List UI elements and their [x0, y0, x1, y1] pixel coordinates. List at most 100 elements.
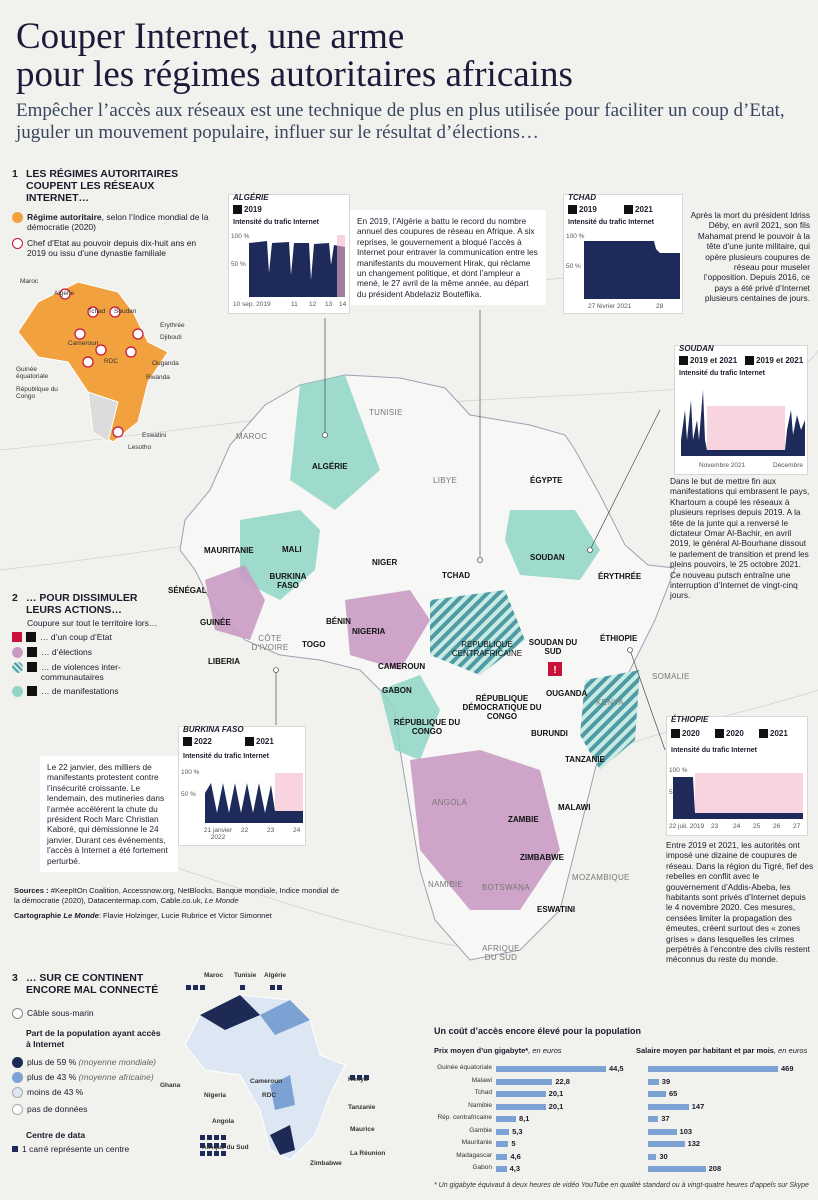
svg-text:!: !: [553, 665, 556, 676]
bar-gigabyte-value: 4,3: [509, 1164, 521, 1173]
access-label-algerie: Algérie: [264, 972, 287, 979]
bar-salary-value: 39: [661, 1076, 671, 1086]
sources: Sources : #KeepItOn Coalition, Accessnow…: [14, 886, 340, 921]
protest-icon: [245, 737, 254, 746]
bar-category-label: Guinée équatoriale: [437, 1064, 492, 1071]
chart-ethiopie: ÉTHIOPIE 2020 2020 2021 Intensité du tra…: [666, 715, 808, 836]
orange-dot-icon: [12, 212, 23, 223]
legend-coup: … d’un coup d’Etat: [12, 632, 112, 642]
label-tchad: TCHAD: [442, 571, 470, 580]
label-cote-divoire: CÔTE D’IVOIRE: [251, 634, 289, 652]
legend-regime: Régime autoritaire, selon l’Indice mondi…: [12, 212, 212, 232]
access-label-reunion: La Réunion: [350, 1150, 386, 1157]
label-rca: RÉPUBLIQUE CENTRAFRICAINE: [451, 640, 523, 658]
bar-monthly-salary: [648, 1103, 689, 1110]
violence-icon: [27, 662, 37, 672]
internet-access-map: [184, 985, 369, 1161]
protest-icon: [233, 205, 242, 214]
bar-category-label: Gambie: [469, 1126, 492, 1134]
bar-gigabyte-price: [496, 1091, 546, 1097]
bar-gigabyte-value: 44,5: [609, 1064, 624, 1073]
bar-category-label: Rép. centrafricaine: [437, 1114, 492, 1121]
bar-salary-value: 30: [659, 1151, 668, 1161]
dc-square-icon: [12, 1146, 18, 1152]
ballot-icon: [715, 729, 724, 738]
bar-salary-value: 103: [679, 1126, 693, 1136]
title-line-2: pour les régimes autoritaires africains: [16, 54, 573, 95]
access-label-angola: Angola: [212, 1118, 235, 1125]
protest-icon: [759, 729, 768, 738]
label-gabon: GABON: [382, 686, 412, 695]
label-somalie: SOMALIE: [652, 672, 690, 681]
minimap-label-lesotho: Lesotho: [128, 444, 152, 451]
minimap-label-maroc: Maroc: [20, 278, 39, 285]
label-nigeria: NIGERIA: [352, 627, 386, 636]
soudan-traffic-plot: [681, 390, 805, 456]
access-label-maurice: Maurice: [350, 1126, 375, 1133]
chart-soudan: SOUDAN 2019 et 2021 2019 et 2021 Intensi…: [674, 344, 808, 475]
minimap-label-cameroun: Cameroun: [68, 340, 99, 347]
minimap-label-ouganda: Ouganda: [152, 360, 179, 367]
label-maroc: MAROC: [236, 432, 268, 441]
coup-black-icon: [26, 632, 36, 642]
minimap-authoritarian: [17, 281, 169, 443]
label-tanzanie: TANZANIE: [565, 755, 605, 764]
minimap-label-eswatini: Eswatini: [142, 432, 167, 439]
section-2-heading: 2 … POUR DISSIMULER LEURS ACTIONS…: [12, 592, 138, 616]
label-burundi: BURUNDI: [531, 729, 568, 738]
level-dot-icon: [12, 1104, 23, 1115]
coup-icon: [568, 205, 577, 214]
protest-icon: [27, 686, 37, 696]
bar-gigabyte-value: 8,1: [519, 1114, 530, 1123]
label-senegal: SÉNÉGAL: [168, 586, 207, 595]
teal-dot-icon: [12, 686, 23, 697]
label-libye: LIBYE: [433, 476, 458, 485]
access-label-afrique-du-sud: Afrique du Sud: [202, 1144, 249, 1151]
bar-gigabyte-value: 22,8: [555, 1076, 570, 1086]
access-label-tanzanie: Tanzanie: [348, 1104, 376, 1111]
bar-category-label: Madagascar: [456, 1151, 492, 1159]
bar-gigabyte-value: 4,6: [510, 1151, 521, 1161]
africa-map: !: [0, 259, 818, 961]
label-soudan: SOUDAN: [530, 553, 565, 562]
bar-gigabyte-value: 5,3: [512, 1126, 523, 1136]
algerie-traffic-plot: [249, 235, 345, 297]
minimap-label-algerie: Algérie: [54, 290, 75, 297]
bar-gigabyte-price: [496, 1116, 517, 1122]
legend-level-2: plus de 43 % (moyenne africaine): [12, 1072, 154, 1083]
label-egypte: ÉGYPTE: [530, 476, 563, 485]
bar-category-label: Malawi: [471, 1076, 492, 1084]
election-dot-icon: [12, 647, 23, 658]
label-angola: ANGOLA: [432, 798, 468, 807]
burkina-traffic-plot: [205, 773, 303, 823]
minimap-label-rep-congo: République du Congo: [16, 386, 58, 400]
legend-manifestations: … de manifestations: [12, 686, 118, 697]
level-dot-icon: [12, 1072, 23, 1083]
label-niger: NIGER: [372, 558, 398, 567]
cost-footnote: * Un gigabyte équivaut à deux heures de …: [434, 1182, 809, 1189]
cost-left-title: Prix moyen d’un gigabyte*, en euros: [434, 1046, 562, 1055]
bar-category-label: Gabon: [472, 1164, 492, 1171]
bar-monthly-salary: [648, 1141, 685, 1147]
cost-title: Un coût d’accès encore élevé pour la pop…: [434, 1026, 642, 1036]
subtitle: Empêcher l’accès aux réseaux est une tec…: [16, 100, 785, 143]
label-soudan-du-sud: SOUDAN DU SUD: [528, 638, 578, 656]
coup-icon: [183, 737, 192, 746]
violence-icon: [671, 729, 680, 738]
label-erythree: ÉRYTHRÉE: [598, 572, 642, 581]
level-dot-icon: [12, 1087, 23, 1098]
label-zimbabwe: ZIMBABWE: [520, 853, 564, 862]
chart-burkina: BURKINA FASO 2022 2021 Intensité du traf…: [178, 725, 306, 846]
legend-level-4: pas de données: [12, 1104, 88, 1115]
chief-icon: [12, 238, 23, 249]
bar-gigabyte-price: [496, 1166, 507, 1172]
chart-algerie: ALGÉRIE 2019 Intensité du trafic Interne…: [228, 193, 350, 314]
chart-tchad: TCHAD 2019 2021 Intensité du trafic Inte…: [563, 193, 683, 314]
bar-gigabyte-value: 20,1: [548, 1101, 564, 1111]
label-liberia: LIBERIA: [208, 657, 240, 666]
label-mozambique: MOZAMBIQUE: [572, 873, 630, 882]
note-ethiopie: Entre 2019 et 2021, les autorités ont im…: [666, 840, 814, 965]
ballot-icon: [27, 647, 37, 657]
legend-chief: Chef d’Etat au pouvoir depuis dix-huit a…: [12, 238, 212, 258]
label-botswana: BOTSWANA: [482, 883, 530, 892]
